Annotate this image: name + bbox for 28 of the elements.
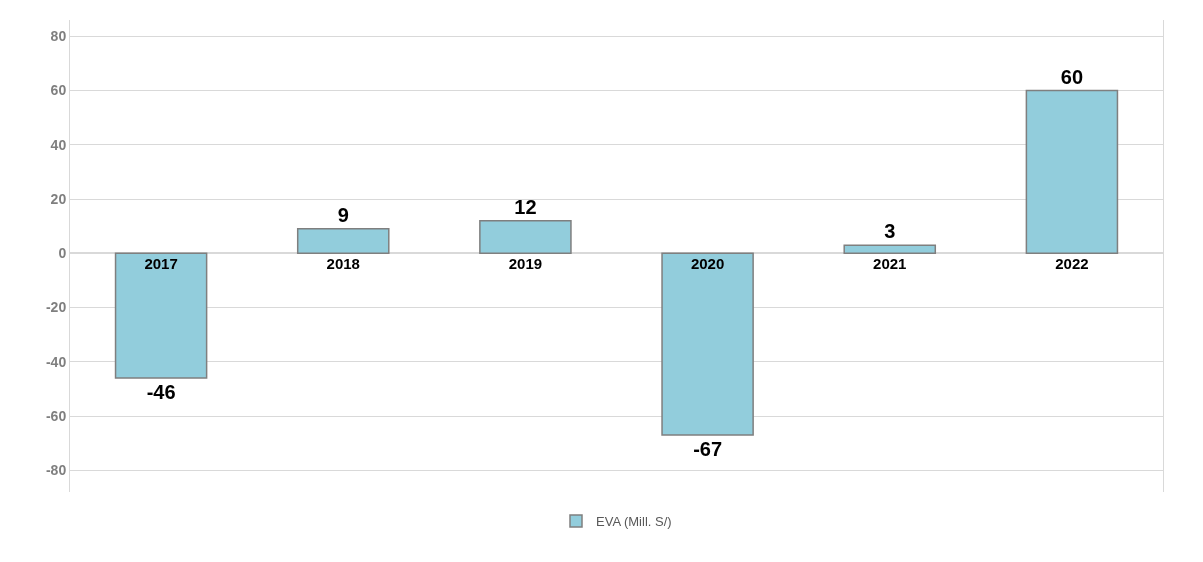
- data-label: 60: [1060, 65, 1084, 88]
- bar: [843, 244, 937, 255]
- y-tick-label: 60: [50, 82, 67, 99]
- x-tick-label: 2022: [1055, 255, 1089, 273]
- y-tick-label: -20: [45, 299, 67, 316]
- x-tick-label: 2021: [873, 255, 907, 273]
- y-tick-label: 80: [50, 28, 67, 45]
- bar: [661, 252, 754, 436]
- y-tick-label: 40: [50, 136, 67, 153]
- y-tick-label: 20: [50, 190, 67, 207]
- bar: [296, 228, 390, 255]
- bar: [479, 219, 572, 255]
- y-tick-label: 0: [58, 245, 67, 262]
- x-tick-label: 2020: [690, 255, 725, 273]
- legend-label: EVA (Mill. S/): [596, 514, 672, 530]
- x-tick-label: 2018: [326, 255, 360, 273]
- data-label: 3: [884, 220, 896, 243]
- x-tick-label: 2019: [508, 255, 543, 273]
- bar: [1025, 89, 1119, 255]
- bar: [114, 252, 208, 379]
- x-tick-label: 2017: [144, 255, 178, 273]
- data-label: 12: [514, 195, 537, 218]
- data-label: 9: [337, 203, 349, 226]
- y-tick-label: -60: [45, 407, 67, 424]
- data-label: -67: [693, 438, 723, 461]
- data-label: -46: [146, 381, 176, 404]
- y-tick-label: -80: [45, 462, 67, 479]
- y-tick-label: -40: [45, 353, 67, 370]
